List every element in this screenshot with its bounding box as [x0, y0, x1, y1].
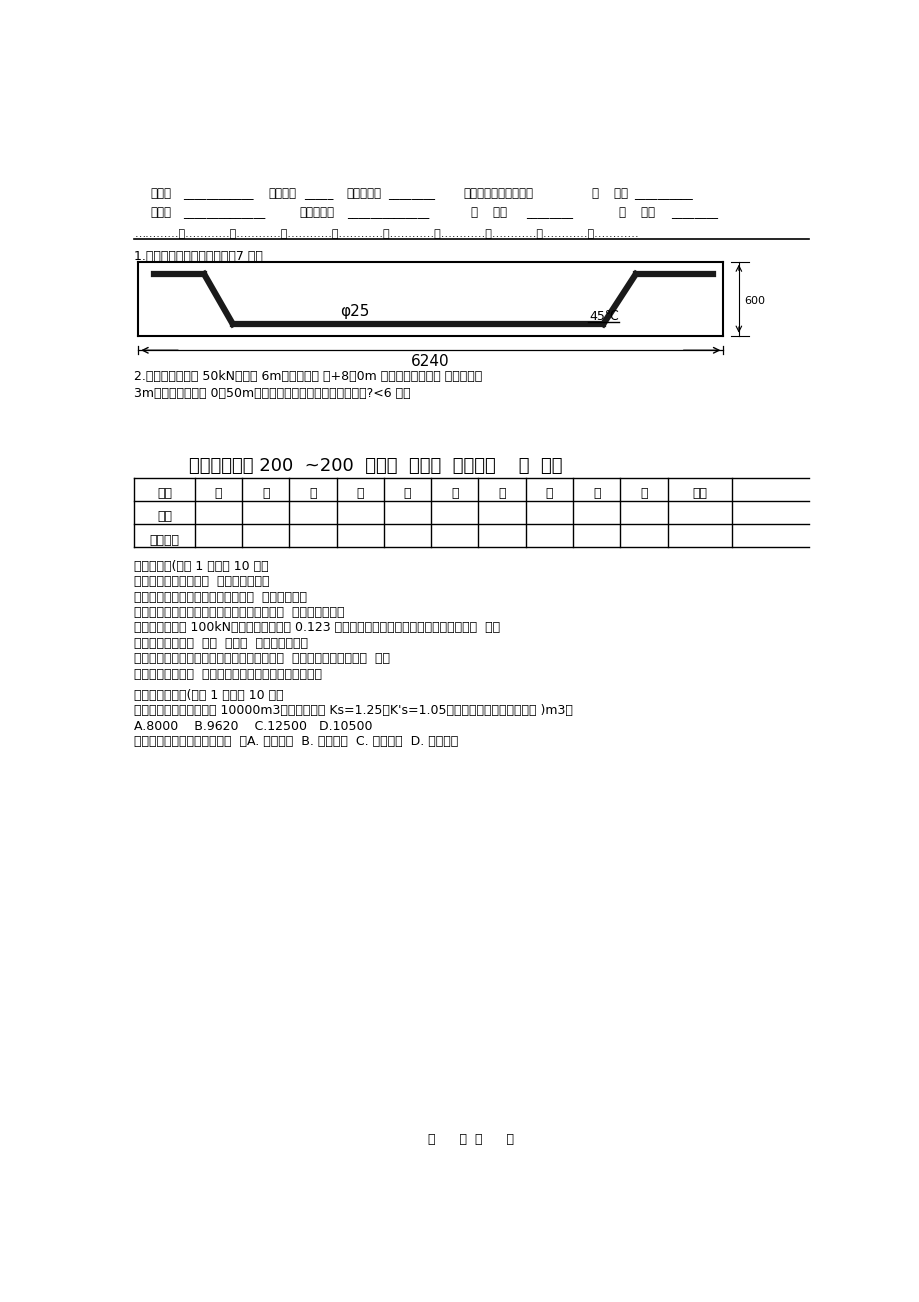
Text: 十: 十 [640, 487, 647, 500]
Text: ４、钢筋砼柱重 100kN，利用省力系数为 0.123 的滑轮组吊升，滑轮组绳索的跑头拉力为（  ）。: ４、钢筋砼柱重 100kN，利用省力系数为 0.123 的滑轮组吊升，滑轮组绳索… [134, 621, 500, 634]
Text: 二、单项选择题(每题 1 分，共 10 分）: 二、单项选择题(每题 1 分，共 10 分） [134, 689, 284, 702]
Text: ________: ________ [671, 206, 718, 219]
Text: ____________: ____________ [183, 187, 254, 201]
Text: 七: 七 [498, 487, 505, 500]
Text: ________: ________ [388, 187, 435, 201]
Text: 1.计算弯起钢筋下料长度。（7 分）: 1.计算弯起钢筋下料长度。（7 分） [134, 250, 263, 263]
Text: 题号: 题号 [157, 487, 172, 500]
Text: ２、预制桩的混凝土浇筑工作应从（  ）连续进行。: ２、预制桩的混凝土浇筑工作应从（ ）连续进行。 [134, 591, 307, 604]
Text: 五: 五 [403, 487, 411, 500]
Text: 九: 九 [592, 487, 600, 500]
Text: ______________: ______________ [347, 206, 429, 219]
Text: 三: 三 [309, 487, 316, 500]
Text: A.8000    B.9620    C.12500   D.10500: A.8000 B.9620 C.12500 D.10500 [134, 720, 372, 733]
Text: 姓    名：: 姓 名： [618, 206, 654, 219]
Text: 评分: 评分 [157, 510, 172, 523]
Text: 河北工程大学 200  ~200  学年第  学期期  考试试卷    （  ）卷: 河北工程大学 200 ~200 学年第 学期期 考试试卷 （ ）卷 [188, 457, 562, 474]
Text: 一: 一 [214, 487, 222, 500]
Text: 总分: 总分 [691, 487, 707, 500]
Text: 共      页  第      页: 共 页 第 页 [428, 1133, 514, 1146]
Text: 八: 八 [545, 487, 552, 500]
Text: __________: __________ [633, 187, 692, 201]
Text: φ25: φ25 [339, 305, 369, 319]
Text: 3m，停机面标高一 0．50m。确定起重机的起重量和起重高度?<6 分）: 3m，停机面标高一 0．50m。确定起重机的起重量和起重高度?<6 分） [134, 387, 411, 400]
Text: …………密…………封…………线…………内…………请…………不…………要…………答…………题…………: …………密…………封…………线…………内…………请…………不…………要…………答… [134, 229, 639, 240]
Text: 2.钢筋混凝土柱重 50kN，柱长 6m，安装到标 高+8．0m 的框架柱上，吊钩 中心距柱顶: 2.钢筋混凝土柱重 50kN，柱长 6m，安装到标 高+8．0m 的框架柱上，吊… [134, 370, 482, 383]
Text: _____: _____ [304, 187, 333, 201]
Text: ________: ________ [525, 206, 573, 219]
Text: 六: 六 [450, 487, 458, 500]
Text: １、某土方工程挖方量为 10000m3，已知该土的 Ks=1.25，K's=1.05，实际需运走的土方量是（ )m3。: １、某土方工程挖方量为 10000m3，已知该土的 Ks=1.25，K's=1.… [134, 704, 573, 717]
Text: ２、砖墙砌体的砌筑砂浆宜（  ）A. 水泥砂浆  B. 混合砂浆  C. 石灰砂浆  D. 粘土砂浆: ２、砖墙砌体的砌筑砂浆宜（ ）A. 水泥砂浆 B. 混合砂浆 C. 石灰砂浆 D… [134, 736, 459, 749]
Text: 评卷教师: 评卷教师 [150, 534, 179, 547]
Text: ６、砌墙砌筑时，立皮数杆是用来控制墙体（  ）以及各部件标高的（  ）。: ６、砌墙砌筑时，立皮数杆是用来控制墙体（ ）以及各部件标高的（ ）。 [134, 652, 390, 665]
Text: 二: 二 [262, 487, 269, 500]
Text: ５、土层锚杆由（  ）（  ）和（  ）三部分组成。: ５、土层锚杆由（ ）（ ）和（ ）三部分组成。 [134, 637, 308, 650]
Text: ３、构件按最小配筋率配筋时钢筋代换应按（  ）的原则进行。: ３、构件按最小配筋率配筋时钢筋代换应按（ ）的原则进行。 [134, 605, 345, 618]
Text: １、土方边坡是以其（  ）之比表示的。: １、土方边坡是以其（ ）之比表示的。 [134, 575, 269, 589]
Text: 学    号：: 学 号： [471, 206, 507, 219]
Text: 四: 四 [357, 487, 364, 500]
Text: 专业班级：: 专业班级： [299, 206, 335, 219]
Text: 6240: 6240 [411, 354, 449, 370]
Text: 600: 600 [743, 296, 765, 306]
Text: 45℃: 45℃ [589, 310, 618, 323]
Text: 课程号：: 课程号： [268, 187, 296, 201]
Text: ７、屋面坡度为（  ）时，油毡宜平行于层脊方向铺设。: ７、屋面坡度为（ ）时，油毡宜平行于层脊方向铺设。 [134, 668, 322, 681]
Text: 任课教师：: 任课教师： [346, 187, 380, 201]
Text: 一、填空题(每空 1 分，共 10 分）: 一、填空题(每空 1 分，共 10 分） [134, 560, 268, 573]
Text: 卷    号：: 卷 号： [592, 187, 628, 201]
Text: ______________: ______________ [183, 206, 266, 219]
Text: 学院：: 学院： [151, 206, 172, 219]
Text: 课程：: 课程： [151, 187, 172, 201]
Text: 考试方式：闭（开）卷: 考试方式：闭（开）卷 [463, 187, 533, 201]
